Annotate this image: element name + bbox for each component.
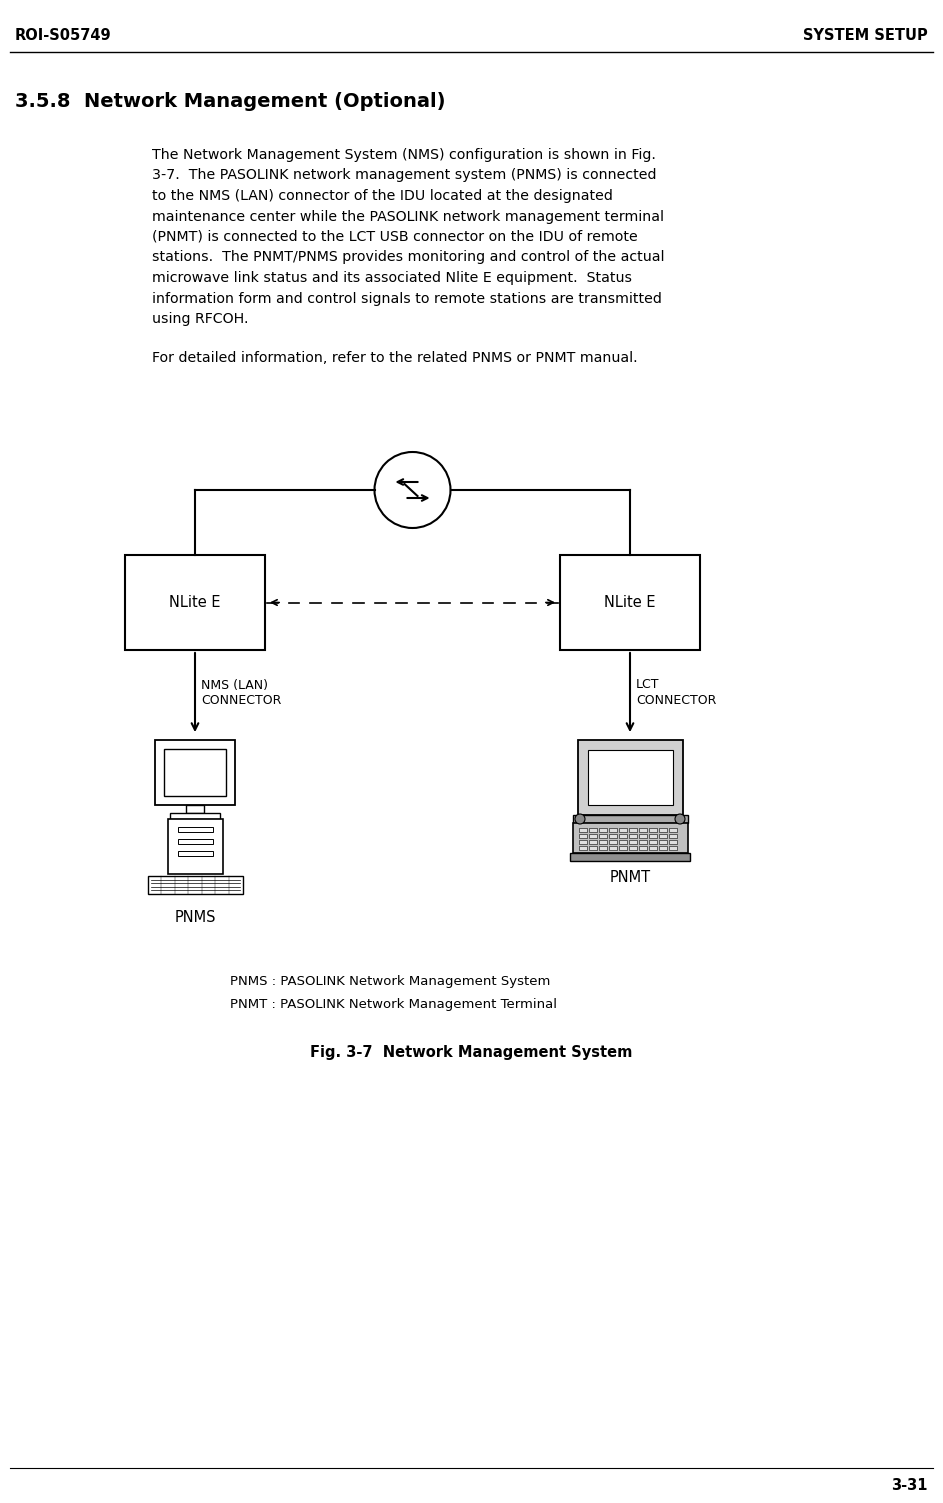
Bar [638, 834, 647, 839]
Bar [588, 840, 597, 845]
Bar [649, 846, 656, 851]
Bar [170, 813, 220, 819]
Bar [619, 846, 626, 851]
Bar [669, 846, 676, 851]
Text: 3-31: 3-31 [891, 1477, 928, 1492]
Bar [578, 834, 587, 839]
Text: PNMS : PASOLINK Network Management System: PNMS : PASOLINK Network Management Syste… [230, 975, 551, 987]
Text: PNMT : PASOLINK Network Management Terminal: PNMT : PASOLINK Network Management Termi… [230, 998, 557, 1012]
Bar [177, 827, 212, 833]
Bar [570, 854, 690, 861]
Text: NLite E: NLite E [604, 595, 655, 610]
Text: stations.  The PNMT/PNMS provides monitoring and control of the actual: stations. The PNMT/PNMS provides monitor… [152, 251, 665, 265]
Text: Fig. 3-7  Network Management System: Fig. 3-7 Network Management System [310, 1045, 632, 1060]
Bar [608, 840, 617, 845]
Bar [588, 828, 597, 833]
Text: ROI-S05749: ROI-S05749 [15, 27, 111, 42]
Text: 3.5.8  Network Management (Optional): 3.5.8 Network Management (Optional) [15, 92, 445, 111]
Text: to the NMS (LAN) connector of the IDU located at the designated: to the NMS (LAN) connector of the IDU lo… [152, 189, 613, 203]
Bar [649, 840, 656, 845]
Bar [619, 834, 626, 839]
Bar [628, 846, 637, 851]
Text: (PNMT) is connected to the LCT USB connector on the IDU of remote: (PNMT) is connected to the LCT USB conne… [152, 230, 637, 243]
Text: microwave link status and its associated Nlite E equipment.  Status: microwave link status and its associated… [152, 271, 632, 286]
Bar [669, 834, 676, 839]
Bar [658, 828, 667, 833]
Bar [638, 840, 647, 845]
Bar [572, 824, 687, 854]
Text: maintenance center while the PASOLINK network management terminal: maintenance center while the PASOLINK ne… [152, 209, 664, 224]
Bar [578, 846, 587, 851]
Bar [587, 750, 672, 806]
Circle shape [675, 815, 685, 824]
Bar [578, 840, 587, 845]
Bar [649, 834, 656, 839]
Text: The Network Management System (NMS) configuration is shown in Fig.: The Network Management System (NMS) conf… [152, 147, 656, 162]
Bar [164, 748, 226, 797]
Bar [669, 840, 676, 845]
Bar [608, 834, 617, 839]
Text: information form and control signals to remote stations are transmitted: information form and control signals to … [152, 292, 662, 305]
Text: PNMT: PNMT [609, 870, 651, 885]
Text: NMS (LAN)
CONNECTOR: NMS (LAN) CONNECTOR [201, 678, 281, 706]
Bar [155, 739, 235, 806]
Bar [599, 834, 606, 839]
Bar [608, 828, 617, 833]
Bar [628, 840, 637, 845]
Bar [619, 828, 626, 833]
Text: 3-7.  The PASOLINK network management system (PNMS) is connected: 3-7. The PASOLINK network management sys… [152, 168, 656, 182]
Bar [177, 839, 212, 845]
Bar [588, 846, 597, 851]
Text: using RFCOH.: using RFCOH. [152, 313, 249, 326]
Bar [147, 876, 242, 894]
Bar [599, 828, 606, 833]
Bar [177, 851, 212, 857]
Bar [638, 828, 647, 833]
Bar [649, 828, 656, 833]
Bar [572, 815, 687, 824]
Bar [658, 834, 667, 839]
Bar [599, 840, 606, 845]
Bar [658, 846, 667, 851]
Bar [577, 739, 683, 815]
Text: LCT
CONNECTOR: LCT CONNECTOR [636, 678, 717, 706]
Circle shape [575, 815, 585, 824]
Bar [658, 840, 667, 845]
Bar [619, 840, 626, 845]
Bar [560, 555, 700, 649]
Bar [599, 846, 606, 851]
Bar [608, 846, 617, 851]
Text: PNMS: PNMS [174, 909, 216, 924]
Bar [186, 806, 204, 813]
Bar [669, 828, 676, 833]
Text: SYSTEM SETUP: SYSTEM SETUP [803, 27, 928, 42]
Bar [628, 828, 637, 833]
Bar [638, 846, 647, 851]
Bar [168, 819, 223, 875]
Bar [578, 828, 587, 833]
Text: For detailed information, refer to the related PNMS or PNMT manual.: For detailed information, refer to the r… [152, 350, 637, 365]
Text: NLite E: NLite E [169, 595, 221, 610]
Bar [125, 555, 265, 649]
Bar [588, 834, 597, 839]
Bar [628, 834, 637, 839]
